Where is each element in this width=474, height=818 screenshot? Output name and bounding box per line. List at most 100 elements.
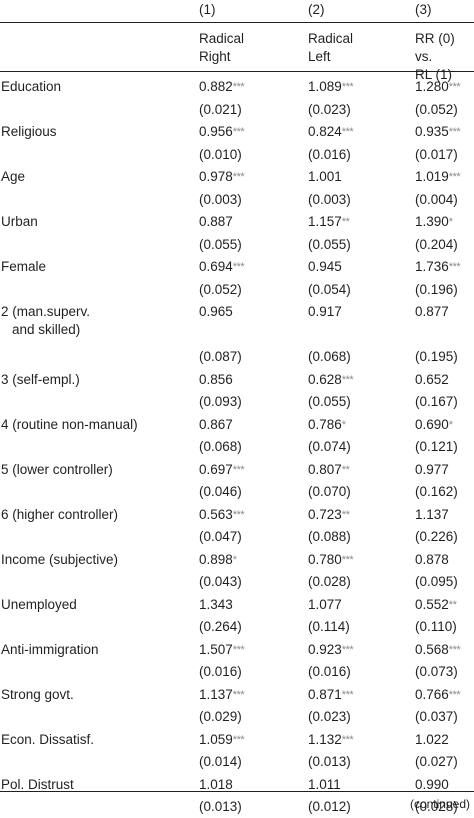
significance-stars: *** bbox=[448, 688, 461, 701]
coefficient-cell: 0.690* bbox=[415, 416, 453, 434]
coefficient-value: 0.935 bbox=[415, 124, 449, 139]
standard-error-value: (0.004) bbox=[415, 191, 458, 207]
coefficient-value: 1.019 bbox=[415, 169, 449, 184]
coefficient-value: 1.089 bbox=[308, 79, 342, 94]
significance-stars: ** bbox=[341, 216, 350, 228]
table-row: Econ. Dissatisf. 1.059*** 1.132*** 1.022 bbox=[0, 729, 474, 751]
row-label: Female bbox=[1, 259, 47, 274]
coefficient-cell: 0.990 bbox=[415, 776, 449, 794]
standard-error-value: (0.068) bbox=[308, 349, 351, 364]
table-row: Female 0.694*** 0.945 1.736*** bbox=[0, 256, 474, 278]
standard-error-value: (0.162) bbox=[415, 484, 458, 499]
standard-error-row: (0.046) (0.070) (0.162) bbox=[0, 481, 474, 503]
standard-error-row: (0.013) (0.012) (0.028) bbox=[0, 796, 474, 818]
coefficient-value: 0.917 bbox=[308, 304, 342, 319]
standard-error-value: (0.027) bbox=[415, 754, 458, 769]
significance-stars: *** bbox=[232, 126, 245, 138]
coefficient-cell: 1.132*** bbox=[308, 731, 354, 749]
standard-error-value: (0.074) bbox=[308, 439, 351, 454]
table-row: Urban 0.887 1.157** 1.390* bbox=[0, 211, 474, 233]
standard-error-row: (0.093) (0.055) (0.167) bbox=[0, 391, 474, 413]
coefficient-cell: 1.077 bbox=[308, 596, 342, 614]
standard-error-value: (0.052) bbox=[199, 281, 242, 297]
significance-stars: *** bbox=[341, 373, 354, 386]
standard-error-value: (0.043) bbox=[199, 574, 242, 589]
standard-error-value: (0.046) bbox=[199, 484, 242, 499]
standard-error-value: (0.029) bbox=[199, 709, 242, 724]
significance-stars: * bbox=[448, 216, 453, 228]
significance-stars: * bbox=[232, 553, 237, 566]
standard-error-value: (0.014) bbox=[199, 754, 242, 769]
coefficient-value: 0.877 bbox=[415, 304, 449, 319]
coefficient-value: 1.001 bbox=[308, 169, 342, 184]
standard-error-value: (0.023) bbox=[308, 101, 351, 117]
significance-stars: ** bbox=[448, 598, 457, 611]
standard-error-row: (0.068) (0.074) (0.121) bbox=[0, 436, 474, 458]
header-divider bbox=[0, 22, 474, 23]
row-label: Strong govt. bbox=[1, 686, 74, 702]
coefficient-cell: 0.867 bbox=[199, 416, 233, 434]
coefficient-value: 1.507 bbox=[199, 641, 233, 657]
coefficient-cell: 1.019*** bbox=[415, 168, 461, 186]
coefficient-cell: 1.011 bbox=[308, 776, 341, 794]
standard-error-value: (0.073) bbox=[415, 664, 458, 679]
table-row: Anti-immigration 1.507*** 0.923*** 0.568*** bbox=[0, 639, 474, 661]
coefficient-value: 0.780 bbox=[308, 551, 342, 567]
column-label-1-line-1: Radical bbox=[199, 31, 245, 46]
column-label-3-line-1: RR (0) vs. bbox=[415, 31, 455, 64]
significance-stars: *** bbox=[341, 81, 354, 93]
standard-error-row: (0.021) (0.023) (0.052) bbox=[0, 99, 474, 121]
column-label-2: Radical Left bbox=[308, 30, 353, 66]
coefficient-cell: 0.568*** bbox=[415, 641, 461, 659]
column-label-3-line-2: RL (1) bbox=[415, 67, 453, 82]
standard-error-value: (0.167) bbox=[415, 394, 458, 409]
standard-error-row: (0.087) (0.068) (0.195) bbox=[0, 346, 474, 368]
standard-error-value: (0.055) bbox=[199, 236, 242, 252]
column-label-1: Radical Right bbox=[199, 30, 244, 66]
standard-error-row: (0.055) (0.055) (0.204) bbox=[0, 234, 474, 256]
significance-stars: *** bbox=[341, 733, 354, 746]
coefficient-cell: 0.978*** bbox=[199, 168, 245, 186]
coefficient-value: 0.923 bbox=[308, 641, 342, 657]
coefficient-cell: 0.977 bbox=[415, 461, 449, 479]
coefficient-value: 0.766 bbox=[415, 686, 449, 702]
coefficient-cell: 1.137 bbox=[415, 506, 449, 524]
column-label-1-line-2: Right bbox=[199, 49, 231, 64]
coefficient-value: 0.956 bbox=[199, 124, 233, 139]
coefficient-cell: 0.945 bbox=[308, 258, 342, 276]
row-label: 2 (man.superv. bbox=[1, 304, 91, 319]
coefficient-value: 1.132 bbox=[308, 731, 342, 747]
coefficient-value: 1.137 bbox=[415, 506, 449, 522]
standard-error-row: (0.029) (0.023) (0.037) bbox=[0, 706, 474, 728]
standard-error-value: (0.196) bbox=[415, 281, 458, 297]
standard-error-row: (0.010) (0.016) (0.017) bbox=[0, 144, 474, 166]
significance-stars: *** bbox=[232, 508, 245, 521]
standard-error-value: (0.052) bbox=[415, 101, 458, 117]
coefficient-value: 0.965 bbox=[199, 304, 233, 319]
column-label-2-line-1: Radical bbox=[308, 31, 354, 46]
row-label: Econ. Dissatisf. bbox=[1, 731, 95, 747]
standard-error-value: (0.021) bbox=[199, 101, 242, 117]
standard-error-value: (0.023) bbox=[308, 709, 351, 724]
significance-stars: *** bbox=[448, 171, 461, 183]
coefficient-cell: 1.280*** bbox=[415, 78, 461, 96]
coefficient-value: 0.697 bbox=[199, 461, 233, 477]
coefficient-value: 0.867 bbox=[199, 416, 233, 432]
column-number-3: (3) bbox=[415, 2, 432, 17]
coefficient-cell: 1.157** bbox=[308, 213, 350, 231]
significance-stars: *** bbox=[341, 126, 354, 138]
coefficient-value: 1.077 bbox=[308, 596, 342, 612]
column-number-1: (1) bbox=[199, 2, 216, 17]
table-row: Pol. Distrust 1.018 1.011 0.990 bbox=[0, 774, 474, 796]
standard-error-value: (0.093) bbox=[199, 394, 242, 409]
coefficient-cell: 0.766*** bbox=[415, 686, 461, 704]
coefficient-cell: 0.552** bbox=[415, 596, 457, 614]
standard-error-value: (0.013) bbox=[308, 754, 351, 769]
coefficient-value: 0.694 bbox=[199, 259, 233, 274]
coefficient-value: 0.898 bbox=[199, 551, 233, 567]
coefficient-value: 0.723 bbox=[308, 506, 342, 522]
coefficient-cell: 1.390* bbox=[415, 213, 453, 231]
coefficient-value: 0.690 bbox=[415, 416, 449, 432]
coefficient-value: 0.871 bbox=[308, 686, 342, 702]
standard-error-value: (0.047) bbox=[199, 529, 242, 544]
